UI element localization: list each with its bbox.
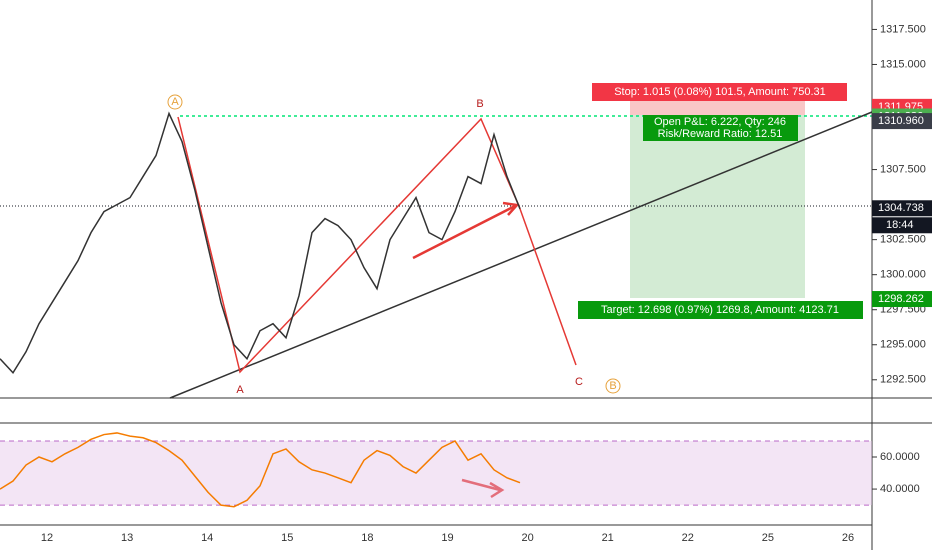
price-badge — [872, 113, 932, 130]
y-tick-label: 1295.000 — [880, 339, 926, 351]
wave-label: B — [476, 98, 483, 110]
price-line — [0, 111, 521, 375]
x-tick-label: 19 — [441, 532, 453, 544]
arrow-head — [502, 201, 520, 216]
x-tick-label: 21 — [602, 532, 614, 544]
price-badge-label: 1310.960 — [878, 115, 924, 127]
x-tick-label: 12 — [41, 532, 53, 544]
rsi-tick-label: 40.0000 — [880, 483, 920, 495]
x-tick-label: 20 — [521, 532, 533, 544]
rsi-band — [0, 440, 872, 506]
x-tick-label: 22 — [682, 532, 694, 544]
rsi-line — [0, 432, 521, 508]
target-label-bg — [578, 301, 863, 319]
price-badge-label: 1304.738 — [878, 202, 924, 214]
price-badge — [872, 200, 932, 217]
time-badge-label: 18:44 — [886, 219, 914, 231]
price-badge — [872, 291, 932, 308]
rr-label: Risk/Reward Ratio: 12.51 — [658, 128, 783, 140]
x-tick-label: 14 — [201, 532, 213, 544]
wave-label: A — [171, 96, 179, 108]
price-badge-label: 1298.262 — [878, 293, 924, 305]
pnl-label-bg — [643, 115, 798, 141]
target-label: Target: 12.698 (0.97%) 1269.8, Amount: 4… — [601, 304, 839, 316]
stop-label-bg — [592, 83, 847, 101]
wave-label: C — [575, 376, 583, 388]
y-tick-label: 1292.500 — [880, 374, 926, 386]
y-tick-label: 1300.000 — [880, 269, 926, 281]
pnl-label: Open P&L: 6.222, Qty: 246 — [654, 116, 786, 128]
wave-label: A — [236, 384, 244, 396]
stop-label: Stop: 1.015 (0.08%) 101.5, Amount: 750.3… — [614, 86, 826, 98]
x-tick-label: 25 — [762, 532, 774, 544]
y-tick-label: 1315.000 — [880, 58, 926, 70]
rsi-arrow-head — [489, 481, 505, 499]
y-tick-label: 1302.500 — [880, 234, 926, 246]
stop-zone — [630, 101, 805, 115]
rsi-tick-label: 60.0000 — [880, 451, 920, 463]
x-tick-label: 15 — [281, 532, 293, 544]
time-badge — [872, 217, 932, 234]
wave-circle — [605, 378, 621, 394]
rsi-arrow — [461, 478, 501, 492]
x-tick-label: 26 — [842, 532, 854, 544]
wave-label: B — [609, 380, 616, 392]
arrow — [412, 204, 516, 260]
y-tick-label: 1307.500 — [880, 163, 926, 175]
wave-lines — [177, 116, 577, 374]
wave-circle — [167, 94, 183, 110]
x-tick-label: 13 — [121, 532, 133, 544]
trend-line — [169, 111, 873, 399]
y-tick-label: 1317.500 — [880, 23, 926, 35]
x-tick-label: 18 — [361, 532, 373, 544]
